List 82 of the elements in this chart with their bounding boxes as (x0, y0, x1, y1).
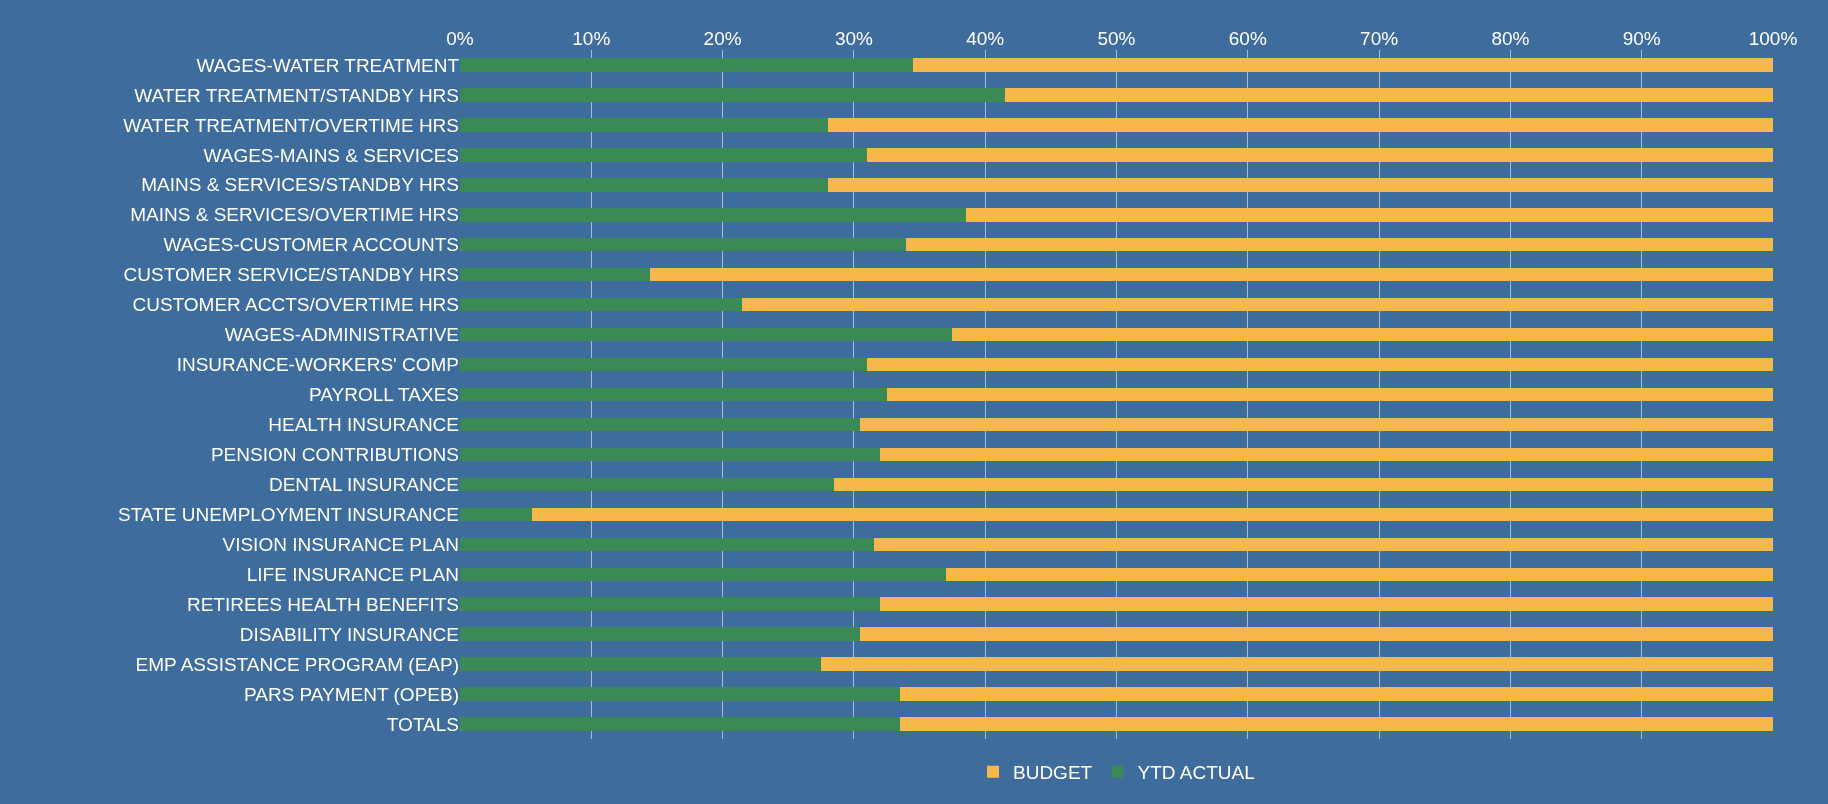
y-tick-label: STATE UNEMPLOYMENT INSURANCE (118, 503, 459, 525)
bar (460, 687, 900, 701)
y-tick-label: WAGES-CUSTOMER ACCOUNTS (163, 234, 459, 256)
y-tick-label: VISION INSURANCE PLAN (222, 533, 459, 555)
bar (650, 267, 1773, 282)
y-tick-label: WAGES-ADMINISTRATIVE (224, 324, 459, 346)
y-tick-label: WATER TREATMENT/STANDBY HRS (134, 84, 459, 106)
bar (460, 357, 868, 372)
y-tick-label: PARS PAYMENT (OPEB) (243, 683, 459, 705)
bar (886, 387, 1773, 402)
bar (460, 597, 881, 611)
bar (860, 417, 1773, 432)
y-tick-label: DISABILITY INSURANCE (239, 623, 459, 645)
bar (965, 208, 1773, 222)
bar (1004, 88, 1773, 102)
bar (880, 597, 1773, 611)
y-tick-label: CUSTOMER ACCTS/OVERTIME HRS (132, 294, 459, 316)
x-tick-label: 40% (966, 28, 1005, 50)
bar (460, 88, 1005, 102)
y-tick-label: WAGES-MAINS & SERVICES (203, 144, 459, 166)
x-tick-label: 60% (1228, 28, 1267, 50)
bar (906, 237, 1773, 252)
x-tick-label: 0% (446, 28, 474, 50)
bar (742, 297, 1773, 312)
bar (821, 657, 1773, 671)
bar (827, 178, 1773, 192)
bar (460, 118, 828, 132)
bar (460, 387, 887, 402)
y-tick-label: WAGES-WATER TREATMENT (196, 54, 460, 76)
y-tick-label: LIFE INSURANCE PLAN (246, 563, 459, 585)
bar (460, 178, 828, 192)
y-tick-label: TOTALS (386, 713, 459, 735)
bar (460, 58, 913, 72)
bar (460, 537, 874, 552)
bar (899, 687, 1773, 701)
bar (460, 627, 861, 641)
x-tick-label: 90% (1622, 28, 1661, 50)
y-tick-label: EMP ASSISTANCE PROGRAM (EAP) (135, 653, 459, 675)
x-tick-label: 70% (1360, 28, 1399, 50)
bar (867, 357, 1773, 372)
bar (880, 447, 1773, 462)
x-tick-label: 10% (572, 28, 611, 50)
x-tick-label: 50% (1097, 28, 1136, 50)
bar (460, 417, 861, 432)
bar (460, 567, 946, 581)
bar (532, 507, 1773, 522)
bar (460, 237, 907, 252)
y-tick-label: INSURANCE-WORKERS' COMP (176, 354, 459, 376)
bar (860, 627, 1773, 641)
bar (460, 447, 881, 462)
bar (460, 267, 651, 282)
y-tick-label: PAYROLL TAXES (309, 384, 459, 406)
y-tick-label: MAINS & SERVICES/OVERTIME HRS (130, 204, 459, 226)
bar (460, 717, 900, 731)
bar (460, 327, 953, 342)
x-tick-label: 80% (1491, 28, 1530, 50)
y-tick-label: PENSION CONTRIBUTIONS (210, 444, 459, 466)
legend-label: YTD ACTUAL (1137, 762, 1255, 784)
bar (873, 537, 1773, 552)
bar (460, 477, 835, 492)
bar (460, 507, 533, 522)
bar (952, 327, 1773, 342)
bar (912, 58, 1773, 72)
bar (899, 717, 1773, 731)
bar (460, 208, 966, 222)
y-tick-label: HEALTH INSURANCE (268, 414, 459, 436)
y-tick-label: DENTAL INSURANCE (268, 474, 459, 496)
bar (834, 477, 1773, 492)
y-tick-label: CUSTOMER SERVICE/STANDBY HRS (123, 264, 459, 286)
bar (460, 657, 822, 671)
legend-label: BUDGET (1013, 762, 1093, 784)
y-tick-label: WATER TREATMENT/OVERTIME HRS (123, 114, 459, 136)
bar (945, 567, 1773, 581)
x-tick-label: 20% (703, 28, 742, 50)
x-tick-label: 100% (1748, 28, 1798, 50)
bar (460, 148, 868, 162)
bar (827, 118, 1773, 132)
y-tick-label: MAINS & SERVICES/STANDBY HRS (141, 174, 459, 196)
bar (460, 297, 743, 312)
bar (867, 148, 1773, 162)
x-tick-label: 30% (834, 28, 874, 50)
y-tick-label: RETIREES HEALTH BENEFITS (186, 593, 459, 615)
